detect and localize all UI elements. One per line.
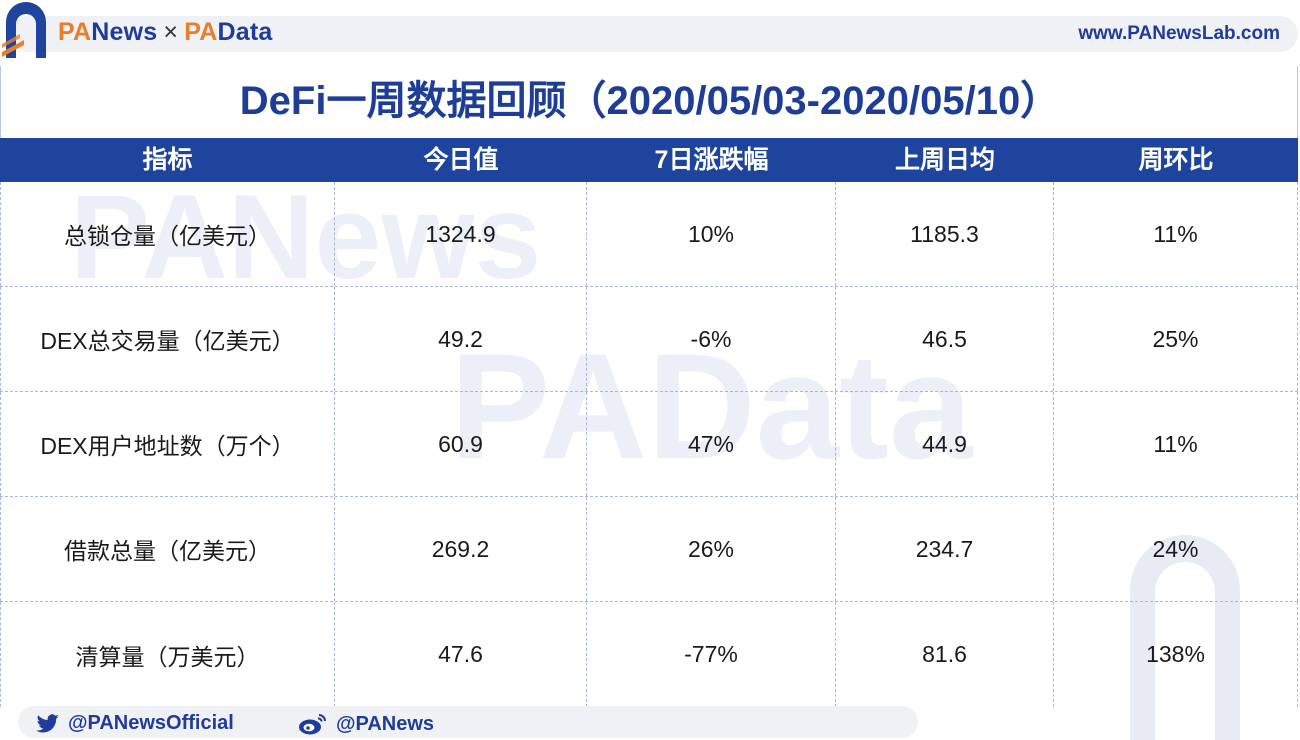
weibo-link[interactable]: @PANews <box>298 712 434 736</box>
table-row: DEX总交易量（亿美元） 49.2 -6% 46.5 25% <box>0 287 1298 392</box>
footer: @PANewsOfficial @PANews <box>0 704 1300 740</box>
panews-logo-icon <box>2 2 46 58</box>
cell-today: 1324.9 <box>335 182 587 286</box>
cell-metric: DEX用户地址数（万个） <box>0 392 335 496</box>
twitter-handle: @PANewsOfficial <box>68 712 234 734</box>
cell-last-week-avg: 44.9 <box>836 392 1054 496</box>
cell-metric: 总锁仓量（亿美元） <box>0 182 335 286</box>
twitter-icon <box>36 713 59 732</box>
cell-today: 49.2 <box>335 287 587 391</box>
data-table: 总锁仓量（亿美元） 1324.9 10% 1185.3 11% DEX总交易量（… <box>0 182 1298 707</box>
table-row: 清算量（万美元） 47.6 -77% 81.6 138% <box>0 602 1298 707</box>
cell-last-week-avg: 234.7 <box>836 497 1054 601</box>
cell-last-week-avg: 46.5 <box>836 287 1054 391</box>
cell-wow: 25% <box>1054 287 1298 391</box>
table-row: DEX用户地址数（万个） 60.9 47% 44.9 11% <box>0 392 1298 497</box>
column-header-wow: 周环比 <box>1138 146 1214 174</box>
table-header: 指标 今日值 7日涨跌幅 上周日均 周环比 <box>0 138 1298 182</box>
cell-metric: 借款总量（亿美元） <box>0 497 335 601</box>
cell-wow: 11% <box>1054 392 1298 496</box>
brand-news: News <box>91 18 158 46</box>
weibo-icon <box>299 714 326 735</box>
cell-metric: DEX总交易量（亿美元） <box>0 287 335 391</box>
brand-title: PANews × PAData <box>58 18 272 47</box>
cell-metric: 清算量（万美元） <box>0 602 335 707</box>
watermark-logo-icon <box>1130 535 1240 740</box>
page-title: DeFi一周数据回顾（2020/05/03-2020/05/10） <box>239 79 1061 123</box>
weibo-handle: @PANews <box>336 712 435 735</box>
brand-separator: × <box>163 18 179 46</box>
cell-7d-change: 26% <box>587 497 836 601</box>
table-row: 借款总量（亿美元） 269.2 26% 234.7 24% <box>0 497 1298 602</box>
column-header-last-week-avg: 上周日均 <box>894 146 995 174</box>
cell-wow: 11% <box>1054 182 1298 286</box>
cell-today: 269.2 <box>335 497 587 601</box>
table-row: 总锁仓量（亿美元） 1324.9 10% 1185.3 11% <box>0 182 1298 287</box>
column-header-today: 今日值 <box>423 146 499 174</box>
cell-wow: 138% <box>1054 602 1298 707</box>
cell-7d-change: -6% <box>587 287 836 391</box>
brand-data: Data <box>217 18 273 46</box>
cell-7d-change: 10% <box>587 182 836 286</box>
top-bar: PANews × PAData www.PANewsLab.com <box>0 0 1300 66</box>
cell-last-week-avg: 1185.3 <box>836 182 1054 286</box>
cell-today: 60.9 <box>335 392 587 496</box>
cell-wow: 24% <box>1054 497 1298 601</box>
column-header-metric: 指标 <box>142 146 193 174</box>
brand-pa2: PA <box>184 18 218 46</box>
site-url[interactable]: www.PANewsLab.com <box>1078 23 1280 44</box>
title-frame <box>0 66 1298 138</box>
twitter-link[interactable]: @PANewsOfficial <box>36 712 234 735</box>
cell-last-week-avg: 81.6 <box>836 602 1054 707</box>
column-header-7d-change: 7日涨跌幅 <box>654 146 769 174</box>
cell-7d-change: 47% <box>587 392 836 496</box>
top-band <box>10 16 1298 52</box>
brand-pa: PA <box>58 18 92 46</box>
cell-today: 47.6 <box>335 602 587 707</box>
footer-band <box>18 706 918 738</box>
cell-7d-change: -77% <box>587 602 836 707</box>
